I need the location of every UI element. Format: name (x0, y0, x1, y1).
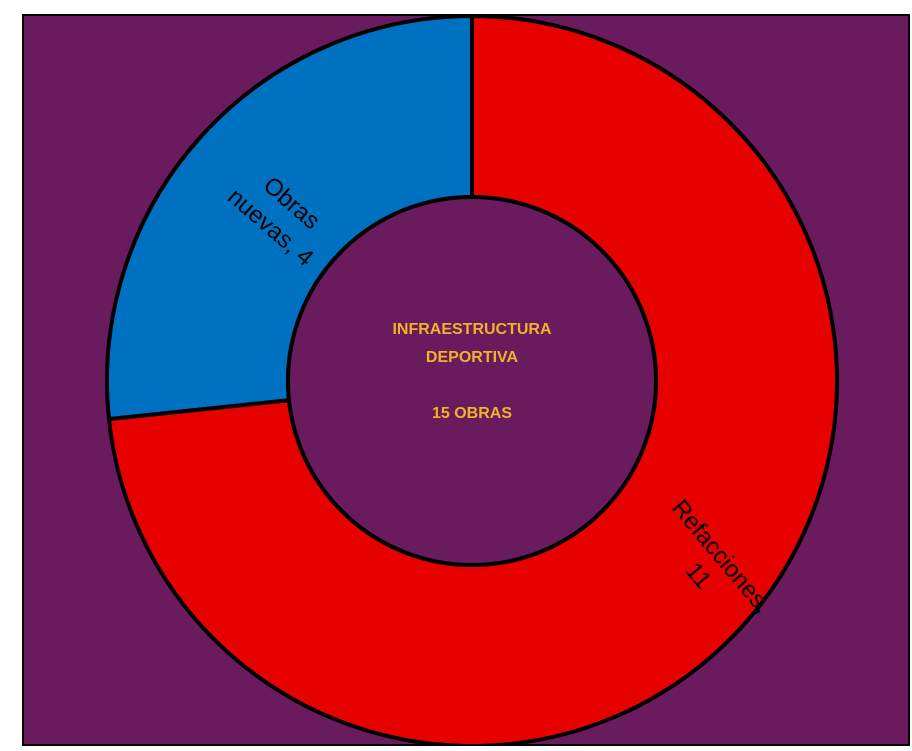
slice-group (105, 16, 839, 744)
center-text-group: INFRAESTRUCTURA DEPORTIVA 15 OBRAS (392, 321, 552, 422)
center-text-line: 15 OBRAS (432, 405, 512, 422)
donut-hole (286, 195, 658, 567)
center-text-line: INFRAESTRUCTURA (392, 321, 552, 338)
center-text-line: DEPORTIVA (426, 349, 519, 366)
chart-frame: INFRAESTRUCTURA DEPORTIVA 15 OBRAS Obrasnu… (22, 14, 910, 746)
